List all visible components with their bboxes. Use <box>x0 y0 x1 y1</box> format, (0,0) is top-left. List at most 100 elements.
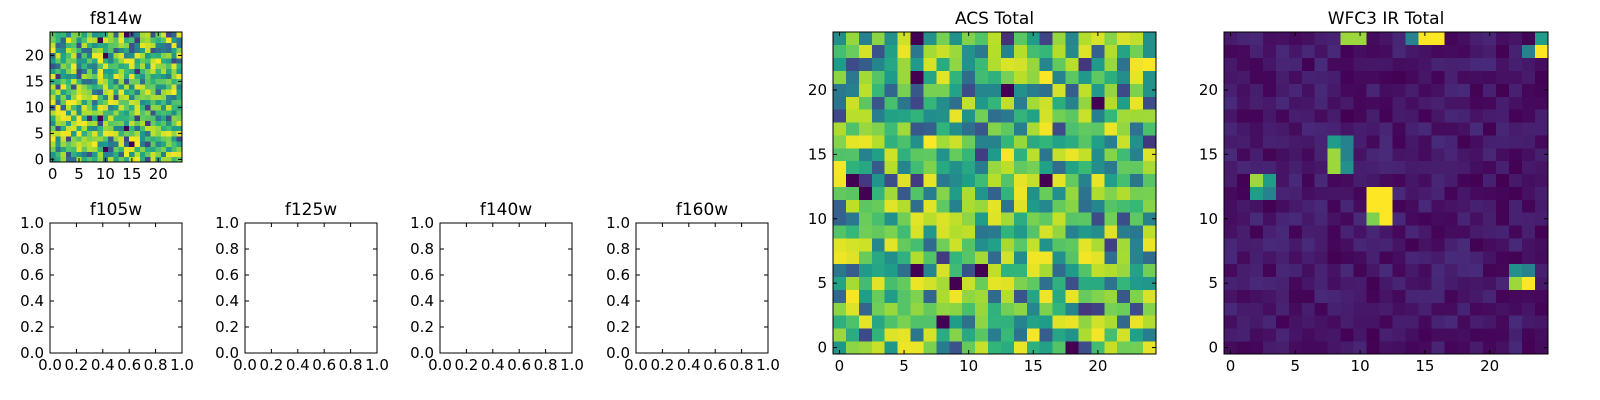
heatmap-cell <box>884 341 898 355</box>
heatmap-cell <box>1470 289 1484 303</box>
heatmap-cell <box>1143 302 1157 316</box>
heatmap-cell <box>1013 109 1028 123</box>
heatmap-cell <box>1000 109 1015 123</box>
heatmap-cell <box>1275 302 1290 316</box>
heatmap-cell <box>60 156 67 163</box>
heatmap-cell <box>1470 109 1484 123</box>
heatmap-cell <box>975 263 989 278</box>
heatmap-cell <box>176 63 183 69</box>
heatmap-cell <box>858 122 873 136</box>
heatmap-cell <box>1224 225 1238 239</box>
heatmap-cell <box>1026 109 1041 123</box>
heatmap-cell <box>1405 199 1419 213</box>
heatmap-cell <box>166 47 172 54</box>
heatmap-cell <box>1065 199 1079 213</box>
heatmap-cell <box>1249 315 1264 329</box>
heatmap-cell <box>1013 83 1028 97</box>
heatmap-cell <box>97 47 104 54</box>
heatmap-cell <box>897 160 911 175</box>
heatmap-cell <box>1496 199 1510 213</box>
heatmap-cell <box>1535 276 1549 290</box>
heatmap-cell <box>81 94 88 100</box>
heatmap-cell <box>1522 109 1536 123</box>
heatmap-cell <box>833 173 847 187</box>
heatmap-cell <box>55 84 61 90</box>
heatmap-cell <box>118 68 125 74</box>
heatmap-cell <box>1327 109 1341 123</box>
heatmap-cell <box>871 57 886 71</box>
heatmap-cell <box>1457 341 1471 355</box>
heatmap-cell <box>150 146 156 152</box>
x-tick-label: 5 <box>899 357 909 375</box>
heatmap-cell <box>1340 315 1354 329</box>
heatmap-cell <box>858 225 873 239</box>
heatmap-cell <box>910 173 924 187</box>
heatmap-cell <box>150 136 156 142</box>
heatmap-cell <box>1353 57 1367 71</box>
x-tick-label: 0.8 <box>534 356 558 374</box>
x-tick-label: 0.2 <box>259 356 283 374</box>
heatmap-cell <box>76 68 83 74</box>
x-tick-label: 0.6 <box>507 356 531 374</box>
y-tick-label: 0.4 <box>606 292 630 310</box>
heatmap-cell <box>134 42 141 48</box>
heatmap-cell <box>884 238 898 252</box>
heatmap-cell <box>936 212 950 226</box>
heatmap-cell <box>166 68 172 74</box>
heatmap-cell <box>923 147 937 162</box>
heatmap-cell <box>1143 199 1157 213</box>
heatmap-cell <box>833 276 847 290</box>
heatmap-cell <box>129 104 135 111</box>
heatmap-cell <box>97 151 104 158</box>
heatmap-cell <box>1301 212 1316 226</box>
heatmap-cell <box>71 42 77 48</box>
heatmap-cell <box>60 110 67 116</box>
heatmap-cell <box>1039 302 1053 316</box>
heatmap-cell <box>65 68 72 74</box>
heatmap-cell <box>1249 289 1264 303</box>
heatmap-cell <box>1091 70 1105 84</box>
heatmap-cell <box>1327 302 1341 316</box>
heatmap-cell <box>1418 109 1432 123</box>
heatmap-cell <box>1143 315 1157 329</box>
heatmap-cell <box>1444 32 1458 46</box>
heatmap-cell <box>129 47 135 54</box>
heatmap-cell <box>50 125 56 132</box>
heatmap-cell <box>884 160 898 175</box>
heatmap-cell <box>845 289 860 303</box>
heatmap-cell <box>86 125 93 132</box>
heatmap-cell <box>1470 57 1484 71</box>
heatmap-cell <box>150 120 156 126</box>
heatmap-cell <box>1065 135 1079 149</box>
heatmap-cell <box>1392 199 1406 213</box>
heatmap-cell <box>1117 276 1131 290</box>
heatmap-cell <box>884 186 898 200</box>
y-tick-label: 0.8 <box>215 240 239 258</box>
heatmap-cell <box>102 110 109 116</box>
heatmap-cell <box>1314 122 1329 136</box>
heatmap-cell <box>145 63 151 69</box>
x-tick-label: 0.8 <box>339 356 363 374</box>
heatmap-cell <box>50 146 56 152</box>
heatmap-cell <box>60 58 67 64</box>
heatmap-cell <box>1509 122 1523 136</box>
heatmap-cell <box>936 263 950 278</box>
heatmap-cell <box>92 84 98 90</box>
heatmap-cell <box>1366 276 1380 290</box>
heatmap-cell <box>113 110 119 116</box>
heatmap-cell <box>123 42 130 48</box>
heatmap-cell <box>123 141 130 147</box>
heatmap-cell <box>1275 44 1290 59</box>
heatmap-cell <box>833 96 847 110</box>
heatmap-cell <box>988 57 1002 71</box>
heatmap-cell <box>134 146 141 152</box>
heatmap-cell <box>1026 199 1041 213</box>
heatmap-cell <box>936 238 950 252</box>
heatmap-cell <box>171 52 178 59</box>
heatmap-cell <box>55 42 61 48</box>
heatmap-cell <box>1470 263 1484 278</box>
heatmap-cell <box>1457 315 1471 329</box>
heatmap-cell <box>1522 96 1536 110</box>
heatmap-cell <box>1026 250 1041 265</box>
heatmap-cell <box>1224 276 1238 290</box>
